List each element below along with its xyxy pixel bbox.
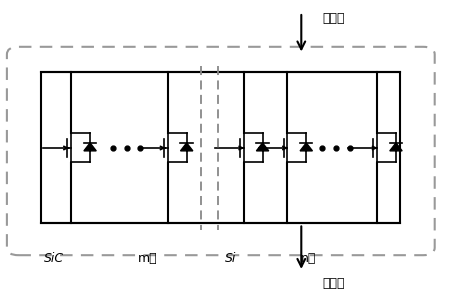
Text: Si: Si bbox=[225, 252, 236, 265]
Polygon shape bbox=[180, 143, 192, 151]
Polygon shape bbox=[84, 143, 96, 151]
Text: 输入端: 输入端 bbox=[321, 11, 344, 25]
Polygon shape bbox=[256, 143, 268, 151]
Text: m个: m个 bbox=[138, 252, 157, 265]
Text: SiC: SiC bbox=[44, 252, 64, 265]
Polygon shape bbox=[299, 143, 312, 151]
Bar bbox=[41, 72, 399, 223]
Text: 输出端: 输出端 bbox=[321, 277, 344, 291]
Text: n个: n个 bbox=[301, 252, 316, 265]
Polygon shape bbox=[389, 143, 401, 151]
